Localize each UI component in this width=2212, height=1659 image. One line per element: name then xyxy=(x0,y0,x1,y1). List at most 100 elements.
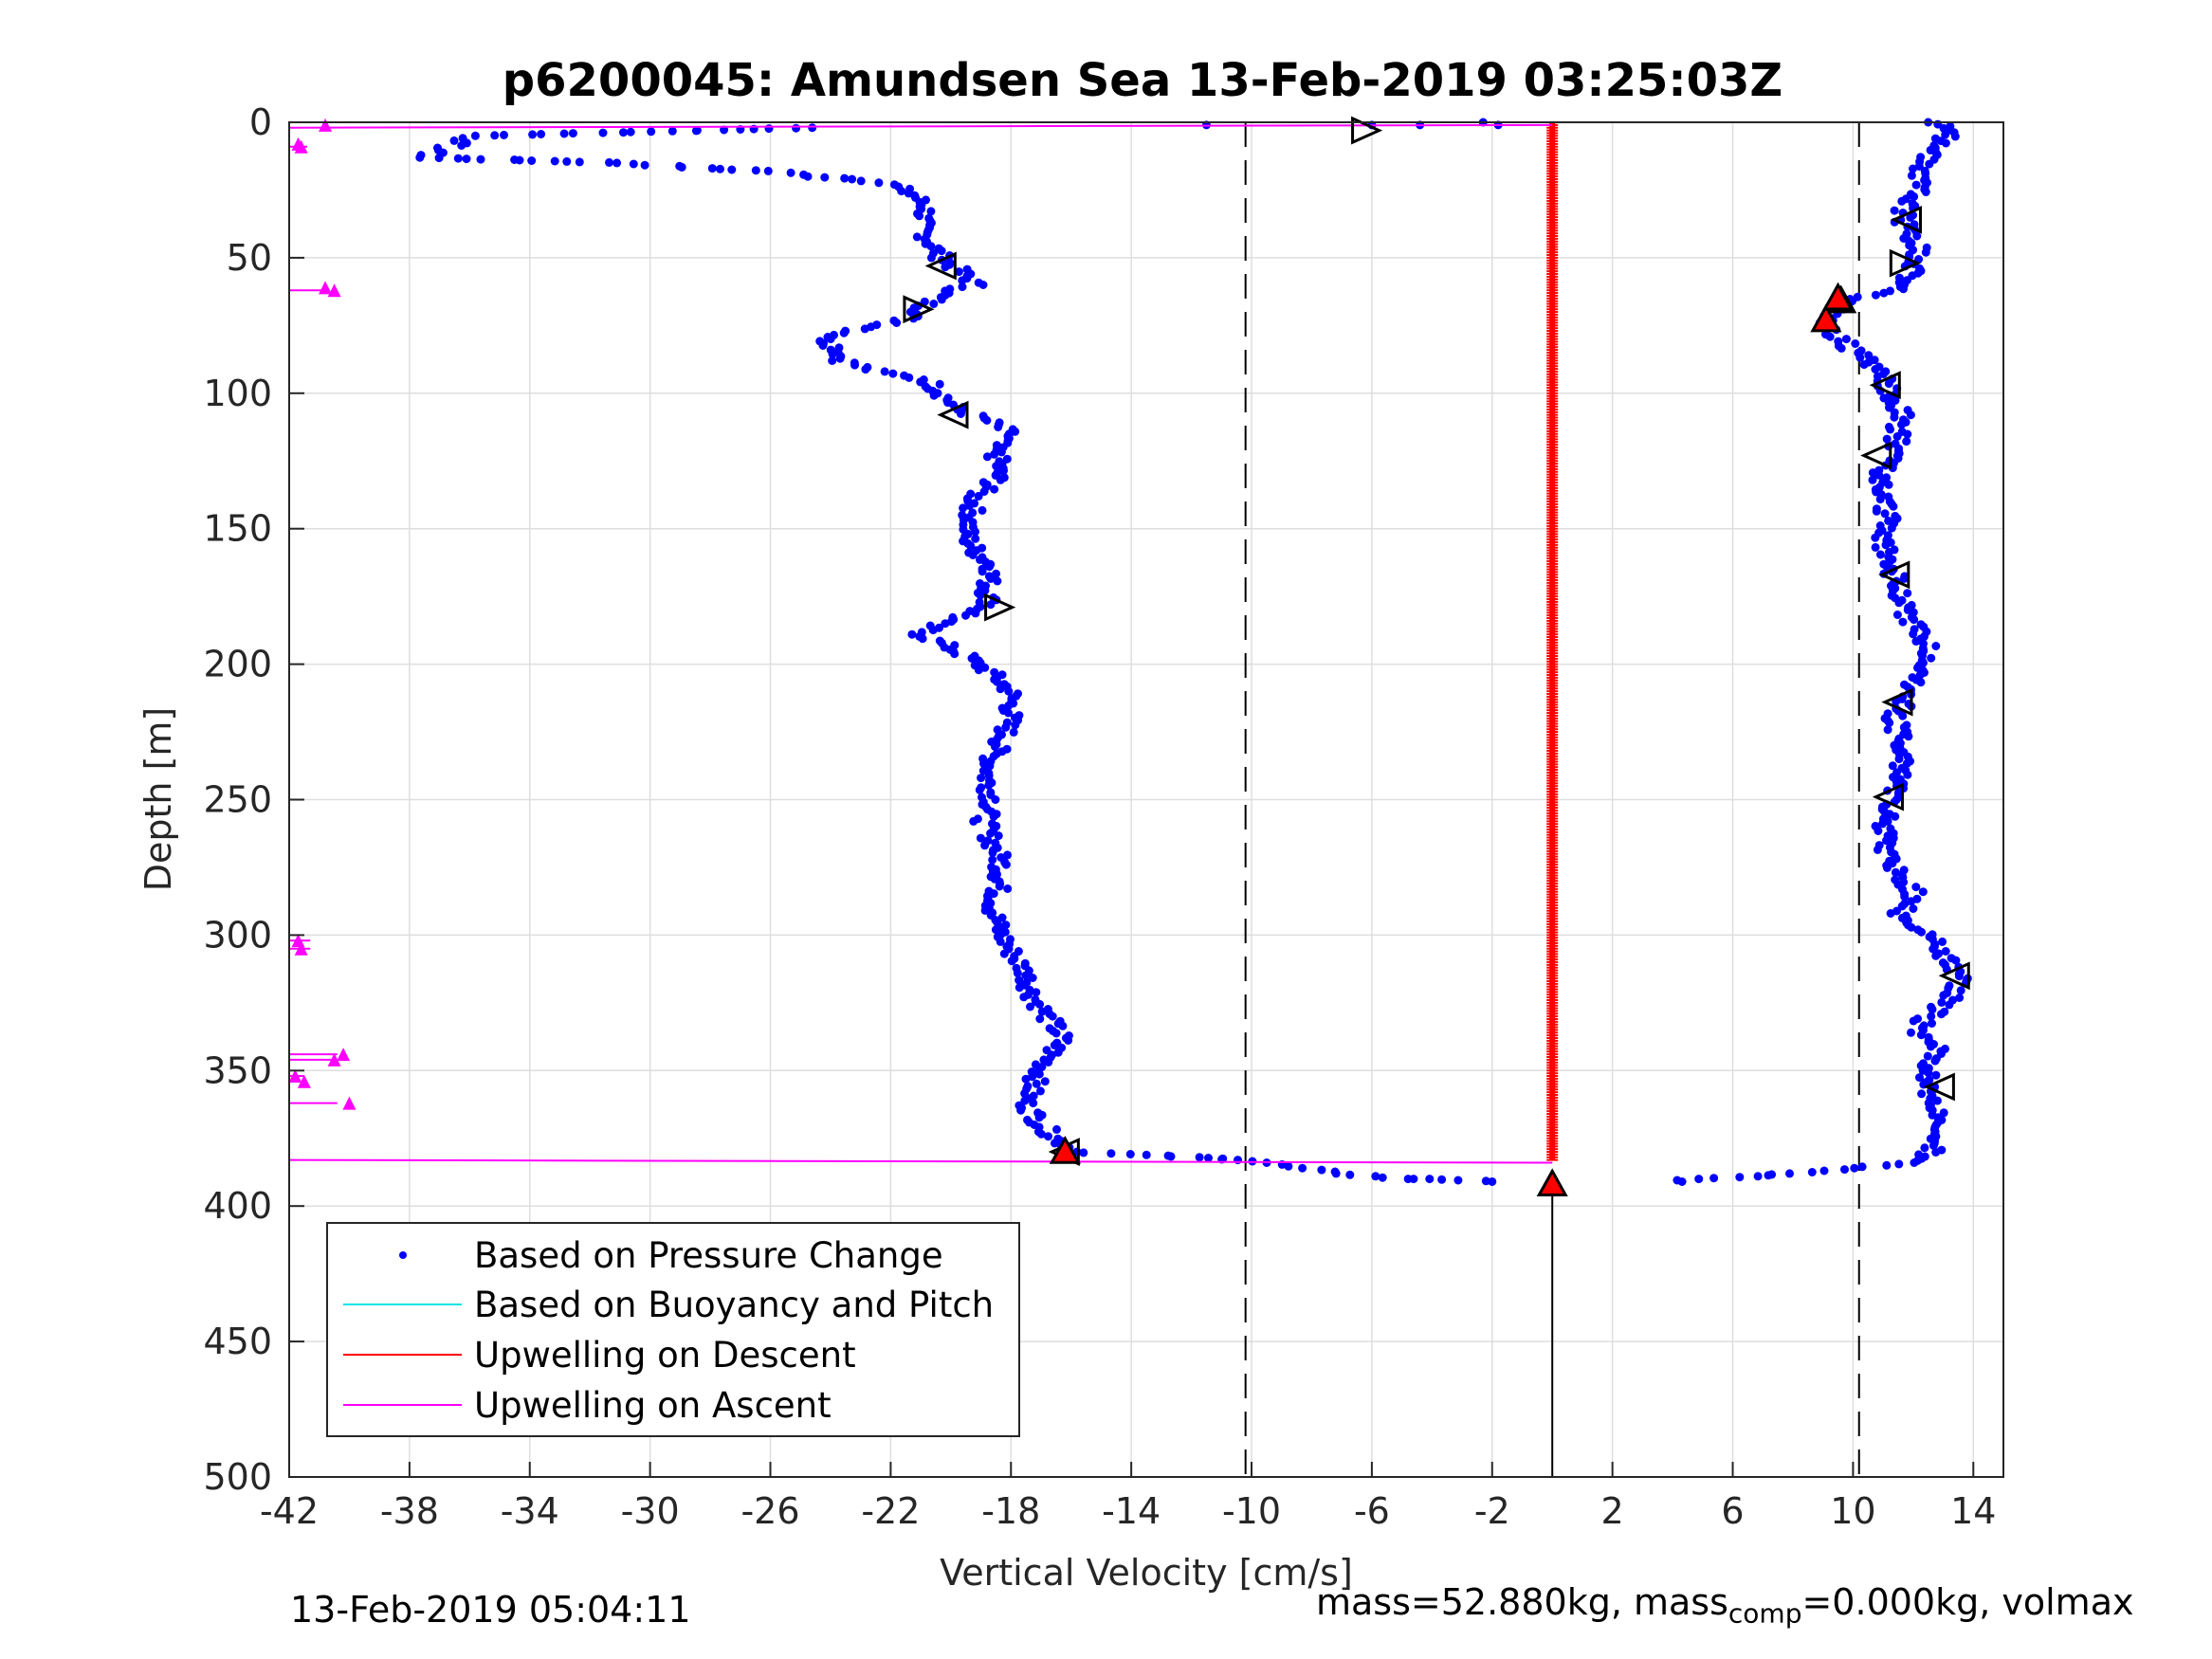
descent-velocity-point xyxy=(977,774,986,783)
ascent-velocity-point xyxy=(1841,335,1851,344)
descent-velocity-point xyxy=(1021,971,1031,980)
ascent-velocity-point xyxy=(1956,986,1965,995)
ascent-velocity-point xyxy=(1907,171,1916,180)
descent-velocity-point xyxy=(990,449,999,459)
descent-velocity-point xyxy=(985,562,994,572)
descent-velocity-point xyxy=(980,841,990,850)
descent-velocity-point xyxy=(1048,1012,1057,1021)
descent-velocity-point xyxy=(1032,988,1041,997)
descent-triangle-marker xyxy=(937,400,969,429)
x-axis-label: Vertical Velocity [cm/s] xyxy=(940,1552,1353,1594)
descent-velocity-point xyxy=(727,165,737,174)
ascent-velocity-point xyxy=(1919,1021,1929,1030)
ascent-velocity-point xyxy=(1890,545,1899,555)
descent-velocity-point xyxy=(1034,1069,1044,1079)
ascent-velocity-point xyxy=(1735,1173,1745,1182)
ascent-velocity-point xyxy=(1948,995,1957,1005)
descent-velocity-point xyxy=(1026,1002,1034,1012)
ascent-velocity-point xyxy=(1853,292,1862,301)
ascent-velocity-point xyxy=(1891,395,1900,405)
y-tick-label: 200 xyxy=(203,644,272,685)
descent-velocity-point xyxy=(515,155,524,165)
descent-velocity-point xyxy=(956,410,965,418)
descent-velocity-point xyxy=(1166,1152,1176,1161)
descent-velocity-point xyxy=(996,684,1005,694)
descent-velocity-point xyxy=(974,491,983,501)
descent-velocity-point xyxy=(537,130,546,138)
ascent-triangle-marker xyxy=(1878,560,1910,590)
descent-velocity-point xyxy=(1028,974,1037,982)
grid-lines xyxy=(288,121,2003,1478)
x-tick-label: -30 xyxy=(621,1490,680,1532)
ascent-velocity-point xyxy=(1807,1168,1817,1176)
descent-velocity-point xyxy=(920,297,929,306)
ascent-velocity-point xyxy=(1918,887,1928,897)
descent-velocity-point xyxy=(993,677,1001,686)
descent-velocity-point xyxy=(677,162,686,172)
ascent-velocity-point xyxy=(1767,1170,1777,1179)
ascent-velocity-point xyxy=(1878,814,1888,824)
upwelling-ascent-marker xyxy=(319,281,333,295)
descent-velocity-point xyxy=(971,527,979,537)
descent-velocity-point xyxy=(1032,1079,1041,1088)
descent-velocity-point xyxy=(1058,1021,1068,1030)
y-tick-label: 0 xyxy=(249,101,272,143)
ascent-velocity-point xyxy=(1919,1059,1928,1068)
descent-velocity-point xyxy=(568,129,577,138)
ascent-triangle-marker xyxy=(1889,248,1921,278)
ascent-velocity-point xyxy=(1924,1032,1933,1042)
descent-velocity-point xyxy=(1037,1007,1047,1016)
ascent-triangle-marker xyxy=(1869,371,1901,400)
ascent-velocity-point xyxy=(1902,229,1911,239)
ascent-velocity-point xyxy=(1955,994,1965,1002)
upwelling-ascent-line xyxy=(288,123,1553,129)
ascent-velocity-point xyxy=(1834,337,1843,346)
descent-velocity-point xyxy=(1437,1175,1447,1184)
x-tick-label: -2 xyxy=(1474,1490,1510,1532)
descent-velocity-point xyxy=(803,172,813,181)
ascent-velocity-point xyxy=(1900,680,1909,689)
ascent-velocity-point xyxy=(1871,290,1880,300)
descent-velocity-point xyxy=(751,166,760,175)
ascent-velocity-point xyxy=(1920,1143,1929,1153)
descent-velocity-point xyxy=(958,276,967,285)
descent-velocity-point xyxy=(1003,850,1012,860)
ascent-velocity-point xyxy=(1884,422,1893,431)
red-up-triangle-marker xyxy=(1536,1168,1568,1197)
y-axis-label: Depth [m] xyxy=(137,707,179,892)
descent-velocity-point xyxy=(1020,1088,1030,1098)
descent-velocity-point xyxy=(888,369,898,378)
footer-mass-sub: comp xyxy=(1728,1597,1802,1630)
descent-velocity-point xyxy=(990,484,999,494)
ascent-triangle-marker xyxy=(1938,961,1970,991)
descent-velocity-point xyxy=(1331,1169,1341,1178)
descent-velocity-point xyxy=(1044,1057,1053,1066)
ascent-velocity-point xyxy=(1864,351,1874,360)
descent-velocity-point xyxy=(861,365,870,374)
ascent-velocity-point xyxy=(1902,720,1911,730)
chart-title: p6200045: Amundsen Sea 13-Feb-2019 03:25… xyxy=(503,54,1782,107)
ascent-velocity-point xyxy=(1929,141,1939,150)
x-tick-label: -10 xyxy=(1222,1490,1281,1532)
descent-velocity-point xyxy=(550,156,559,166)
upwelling-ascent-marker xyxy=(342,1096,356,1110)
y-tick-label: 400 xyxy=(203,1185,272,1227)
ascent-velocity-point xyxy=(1883,725,1892,735)
ascent-velocity-point xyxy=(1888,761,1897,771)
ascent-velocity-point xyxy=(1916,620,1926,629)
descent-velocity-point xyxy=(1044,1132,1052,1141)
ascent-velocity-point xyxy=(1903,406,1912,415)
x-tick-label: -22 xyxy=(861,1490,920,1532)
descent-velocity-point xyxy=(764,124,774,134)
ascent-velocity-point xyxy=(1883,709,1892,719)
descent-velocity-point xyxy=(1425,1175,1435,1184)
descent-velocity-point xyxy=(1378,1173,1387,1182)
descent-velocity-point xyxy=(1040,1077,1050,1086)
descent-velocity-point xyxy=(1035,999,1045,1009)
descent-velocity-point xyxy=(971,609,980,618)
ascent-velocity-point xyxy=(1946,121,1955,131)
descent-velocity-point xyxy=(982,415,992,425)
descent-velocity-point xyxy=(840,173,850,183)
descent-velocity-point xyxy=(1050,1041,1059,1050)
